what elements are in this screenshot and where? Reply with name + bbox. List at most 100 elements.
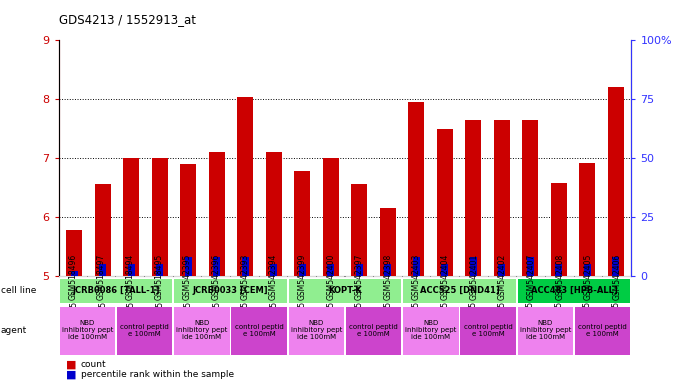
Text: percentile rank within the sample: percentile rank within the sample [81, 371, 234, 379]
Text: GSM518494: GSM518494 [126, 253, 135, 300]
Bar [555, 264, 562, 276]
Text: GSM542404: GSM542404 [441, 253, 450, 300]
Text: GSM542398: GSM542398 [384, 253, 393, 300]
Bar [124, 158, 139, 276]
Bar [346, 276, 373, 277]
Bar [413, 257, 420, 276]
Bar [498, 264, 505, 276]
Bar [518, 276, 545, 277]
Text: GSM542403: GSM542403 [412, 253, 421, 300]
Bar [241, 257, 249, 276]
Bar [494, 120, 509, 276]
Text: agent: agent [1, 326, 27, 335]
Bar [546, 276, 573, 277]
Bar [71, 271, 78, 276]
Bar [408, 102, 424, 276]
Bar [174, 279, 287, 303]
Bar [612, 257, 619, 276]
Bar [174, 276, 201, 277]
Text: control peptid
e 100mM: control peptid e 100mM [578, 324, 627, 337]
Bar [526, 257, 534, 276]
Bar [202, 276, 230, 277]
Text: control peptid
e 100mM: control peptid e 100mM [120, 324, 169, 337]
Bar [209, 152, 225, 276]
Text: JCRB0033 [CEM]: JCRB0033 [CEM] [193, 286, 268, 295]
Bar [460, 307, 516, 355]
Bar [128, 264, 135, 276]
Bar [288, 279, 402, 303]
Bar [608, 88, 624, 276]
Text: GSM518495: GSM518495 [155, 253, 164, 300]
Bar [351, 184, 367, 276]
Text: control peptid
e 100mM: control peptid e 100mM [349, 324, 398, 337]
Bar [580, 163, 595, 276]
Text: GDS4213 / 1552913_at: GDS4213 / 1552913_at [59, 13, 196, 26]
Bar [465, 120, 481, 276]
Text: GSM542393: GSM542393 [240, 253, 249, 300]
Bar [431, 276, 459, 277]
Text: GSM542400: GSM542400 [326, 253, 335, 300]
Text: KOPT-K: KOPT-K [328, 286, 362, 295]
Bar [231, 307, 287, 355]
Bar [346, 307, 402, 355]
Text: GSM542402: GSM542402 [498, 253, 507, 300]
Bar [327, 264, 334, 276]
Text: GSM542408: GSM542408 [555, 253, 564, 300]
Bar [95, 184, 110, 276]
Bar [518, 279, 631, 303]
Text: GSM542406: GSM542406 [613, 253, 622, 300]
Bar [299, 264, 306, 276]
Bar [88, 276, 115, 277]
Bar [356, 264, 363, 276]
Bar [384, 264, 391, 276]
Bar [66, 230, 82, 276]
Text: control peptid
e 100mM: control peptid e 100mM [464, 324, 513, 337]
Text: ACC483 [HPB-ALL]: ACC483 [HPB-ALL] [531, 286, 618, 295]
Text: ACC525 [DND41]: ACC525 [DND41] [420, 286, 500, 295]
Bar [99, 264, 106, 276]
Text: NBD
inhibitory pept
ide 100mM: NBD inhibitory pept ide 100mM [405, 320, 457, 340]
Bar [317, 276, 344, 277]
Bar [181, 164, 196, 276]
Bar [437, 129, 453, 276]
Text: GSM542396: GSM542396 [212, 253, 221, 300]
Bar [237, 98, 253, 276]
Bar [575, 276, 602, 277]
Text: GSM542407: GSM542407 [526, 253, 535, 300]
Text: count: count [81, 360, 106, 369]
Text: GSM542394: GSM542394 [269, 253, 278, 300]
Bar [470, 257, 477, 276]
Text: NBD
inhibitory pept
ide 100mM: NBD inhibitory pept ide 100mM [520, 320, 571, 340]
Bar [603, 276, 631, 277]
Bar [403, 279, 516, 303]
Bar [584, 264, 591, 276]
Bar [270, 264, 277, 276]
Text: ■: ■ [66, 370, 76, 380]
Text: cell line: cell line [1, 286, 36, 295]
Text: ■: ■ [66, 359, 76, 369]
Bar [551, 183, 566, 276]
Bar [185, 257, 192, 276]
Bar [59, 307, 115, 355]
Bar [575, 307, 631, 355]
Bar [295, 171, 310, 276]
Text: NBD
inhibitory pept
ide 100mM: NBD inhibitory pept ide 100mM [61, 320, 113, 340]
Text: GSM518496: GSM518496 [68, 253, 77, 300]
Text: GSM542405: GSM542405 [584, 253, 593, 300]
Bar [403, 307, 459, 355]
Text: GSM542395: GSM542395 [183, 253, 192, 300]
Bar [374, 276, 402, 277]
Bar [174, 307, 230, 355]
Bar [380, 208, 395, 276]
Bar [288, 307, 344, 355]
Bar [59, 279, 172, 303]
Bar [323, 158, 339, 276]
Bar [489, 276, 516, 277]
Bar [441, 264, 449, 276]
Bar [266, 152, 282, 276]
Bar [156, 264, 164, 276]
Text: GSM542397: GSM542397 [355, 253, 364, 300]
Bar [288, 276, 316, 277]
Text: NBD
inhibitory pept
ide 100mM: NBD inhibitory pept ide 100mM [290, 320, 342, 340]
Bar [117, 307, 172, 355]
